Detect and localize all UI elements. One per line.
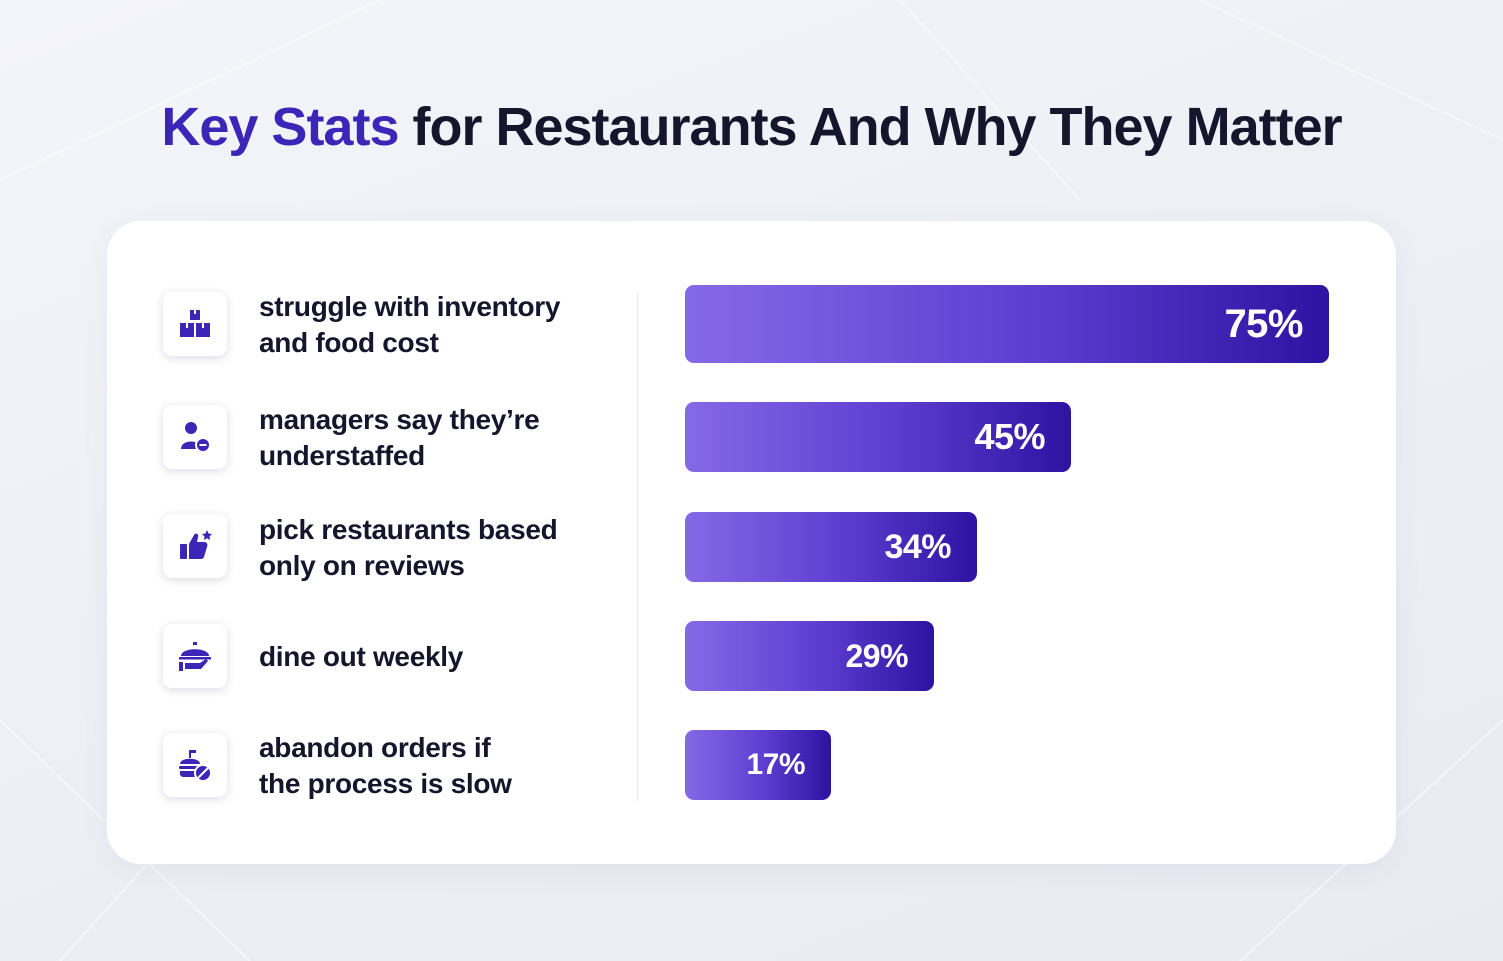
bar-value-label: 45% [974, 416, 1045, 457]
bar-value-label: 75% [1224, 301, 1303, 346]
bar-value-label: 34% [884, 527, 951, 566]
stat-label-abandon: abandon orders if the process is slow [259, 732, 512, 799]
stat-label-dine-out: dine out weekly [259, 641, 463, 672]
inventory-boxes-icon [163, 292, 227, 356]
bar-value-label: 29% [845, 637, 908, 674]
bar-value-label: 17% [746, 748, 805, 781]
stat-label-understaffed: managers say they’re understaffed [259, 404, 540, 471]
bar-inventory: 75% [685, 285, 1329, 363]
bar-understaffed: 45% [685, 402, 1071, 472]
column-divider [637, 293, 638, 801]
stat-label-inventory: struggle with inventory and food cost [259, 291, 561, 358]
stats-card: struggle with inventory and food cost ma… [107, 221, 1396, 864]
title-rest: for Restaurants And Why They Matter [412, 97, 1343, 157]
thumbs-up-review-icon [163, 514, 227, 578]
serving-cloche-icon [163, 624, 227, 688]
understaffed-person-icon [163, 405, 227, 469]
title-accent: Key Stats [161, 97, 399, 157]
food-order-cancel-icon [163, 733, 227, 797]
bar-dine-out: 29% [685, 621, 934, 691]
page-title: Key Stats for Restaurants And Why They M… [0, 96, 1503, 158]
stat-label-reviews: pick restaurants based only on reviews [259, 514, 558, 581]
bar-reviews: 34% [685, 512, 977, 582]
bar-abandon: 17% [685, 730, 831, 800]
